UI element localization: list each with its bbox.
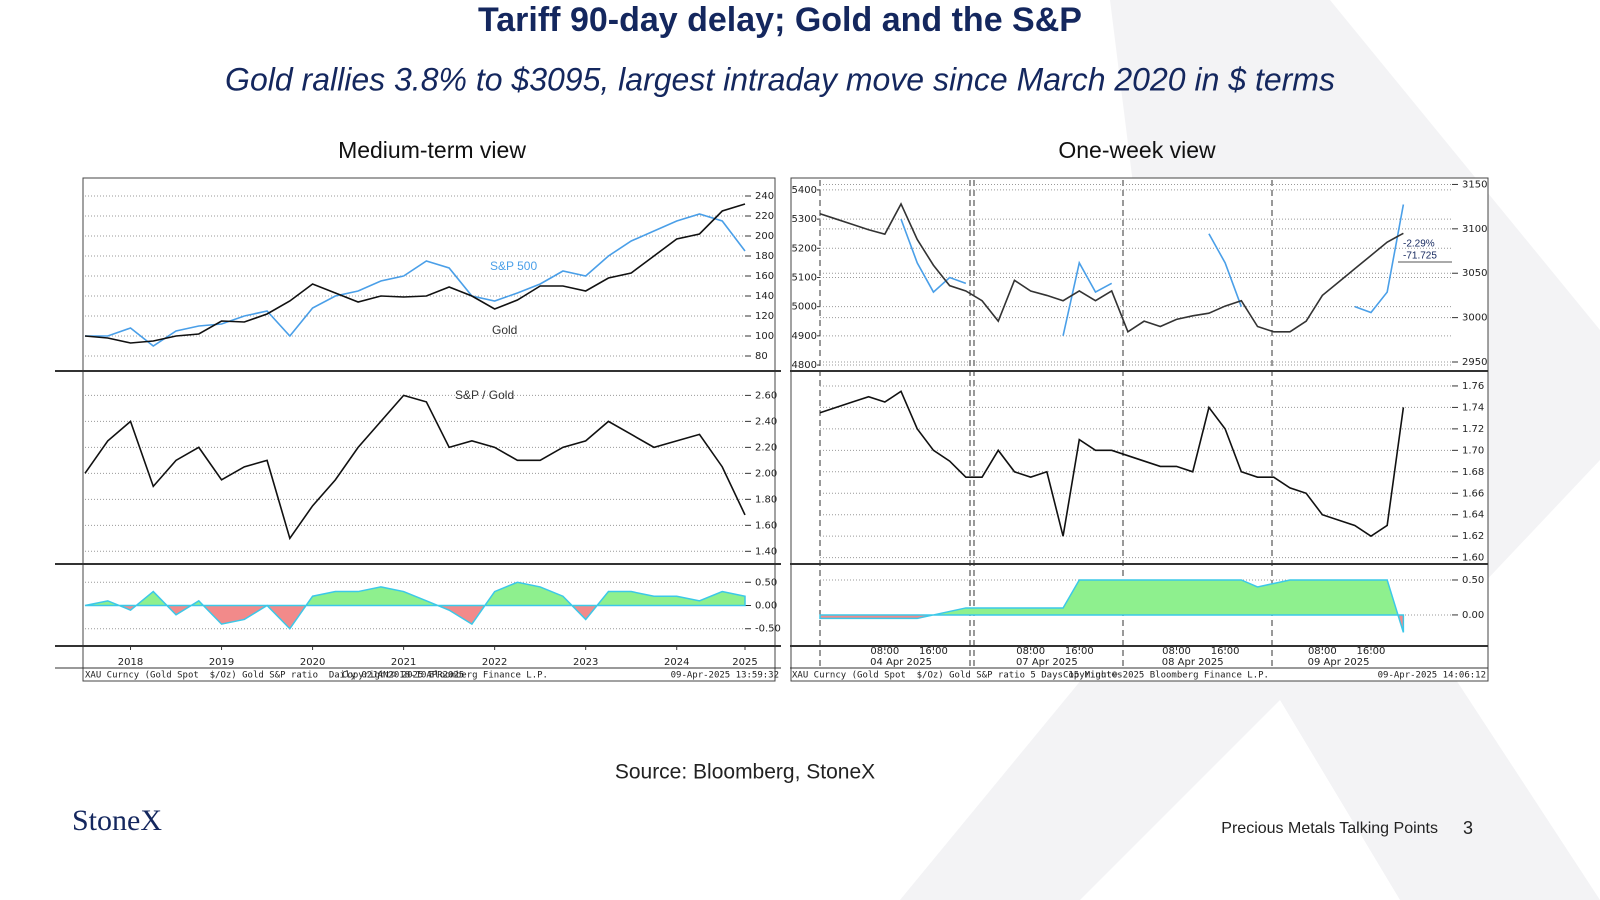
annotation: -71.725 — [1403, 251, 1437, 262]
line — [84, 394, 746, 541]
footnote: 09-Apr-2025 14:06:12 — [1378, 671, 1486, 681]
y-tick-label: 1.60 — [755, 520, 777, 531]
footnote: Copyright© 2025 Bloomberg Finance L.P. — [1063, 671, 1269, 681]
x-tick-label: 2019 — [209, 657, 234, 668]
line — [85, 213, 746, 347]
x-tick-label: 16:00 — [919, 646, 948, 657]
panel-title: Medium-term view — [338, 137, 526, 163]
panel-title: One-week view — [1058, 137, 1216, 163]
x-tick-label: 16:00 — [1065, 646, 1094, 657]
y-tick-label: 2.20 — [755, 442, 777, 453]
x-tick-label: 08:00 — [1016, 646, 1045, 657]
source: Source: Bloomberg, StoneX — [615, 761, 875, 784]
y-tick-label: 1.66 — [1462, 488, 1484, 499]
y-tick-label: -0.50 — [755, 624, 781, 635]
y-tick-label: 3000 — [1462, 313, 1487, 324]
y-tick-label: 2.60 — [755, 390, 777, 401]
y-tick-label: 200 — [755, 231, 774, 242]
subtitle: Gold rallies 3.8% to $3095, largest intr… — [225, 61, 1335, 97]
y-tick-label: 80 — [755, 351, 768, 362]
x-tick-label: 08:00 — [1162, 646, 1191, 657]
x-tick-label: 16:00 — [1357, 646, 1386, 657]
y-tick-label: 1.72 — [1462, 424, 1484, 435]
y-tick-label: 1.68 — [1462, 467, 1484, 478]
series-label: S&P 500 — [490, 259, 537, 273]
x-tick-label: 08:00 — [870, 646, 899, 657]
y-tick-label: 140 — [755, 291, 774, 302]
y-tick-label: 0.50 — [1462, 575, 1484, 586]
y-tick-label: 100 — [755, 331, 774, 342]
y-tick-label: 5400 — [792, 185, 817, 196]
footnote: XAU Curncy (Gold Spot $/Oz) Gold S&P rat… — [792, 671, 1123, 681]
y-tick-label: 1.62 — [1462, 531, 1484, 542]
y-tick-label: 120 — [755, 311, 774, 322]
y-tick-label: 0.00 — [1462, 610, 1484, 621]
x-tick-label: 16:00 — [1211, 646, 1240, 657]
y-tick-label: 5200 — [792, 243, 817, 254]
y-tick-label: 5000 — [792, 302, 817, 313]
y-tick-label: 240 — [755, 191, 774, 202]
line — [900, 204, 1405, 337]
y-tick-label: 1.76 — [1462, 381, 1484, 392]
y-tick-label: 2.40 — [755, 416, 777, 427]
x-day-label: 04 Apr 2025 — [870, 657, 932, 668]
y-tick-label: 3050 — [1462, 268, 1487, 279]
footnote: 09-Apr-2025 13:59:32 — [671, 671, 779, 681]
x-tick-label: 2018 — [118, 657, 143, 668]
y-tick-label: 1.64 — [1462, 510, 1484, 521]
series-label: S&P / Gold — [455, 388, 514, 402]
logo: StoneX — [72, 804, 162, 837]
y-tick-label: 1.40 — [755, 546, 777, 557]
series-label: Gold — [492, 323, 517, 337]
y-tick-label: 2950 — [1462, 357, 1487, 368]
x-day-label: 07 Apr 2025 — [1016, 657, 1078, 668]
y-tick-label: 4800 — [792, 360, 817, 371]
x-tick-label: 08:00 — [1308, 646, 1337, 657]
y-tick-label: 3150 — [1462, 179, 1487, 190]
y-tick-label: 180 — [755, 251, 774, 262]
footnote: Copyright© 2025 Bloomberg Finance L.P. — [342, 671, 548, 681]
title: Tariff 90-day delay; Gold and the S&P — [478, 1, 1082, 39]
y-tick-label: 220 — [755, 211, 774, 222]
y-tick-label: 1.80 — [755, 494, 777, 505]
x-tick-label: 2020 — [300, 657, 325, 668]
area — [819, 579, 1405, 633]
line — [819, 390, 1405, 538]
y-tick-label: 3100 — [1462, 224, 1487, 235]
y-tick-label: 0.50 — [755, 577, 777, 588]
x-tick-label: 2023 — [573, 657, 598, 668]
area — [84, 581, 746, 630]
day-separators — [819, 180, 1273, 668]
x-tick-label: 2021 — [391, 657, 416, 668]
y-tick-label: 1.60 — [1462, 553, 1484, 564]
y-tick-label: 5300 — [792, 214, 817, 225]
y-tick-label: 0.00 — [755, 601, 777, 612]
footnote: XAU Curncy (Gold Spot $/Oz) Gold S&P rat… — [85, 671, 464, 681]
y-tick-label: 1.74 — [1462, 402, 1484, 413]
y-tick-label: 160 — [755, 271, 774, 282]
y-tick-label: 1.70 — [1462, 445, 1484, 456]
x-day-label: 08 Apr 2025 — [1162, 657, 1224, 668]
y-tick-label: 5100 — [792, 272, 817, 283]
line — [819, 202, 1404, 334]
y-tick-label: 2.00 — [755, 468, 777, 479]
x-day-label: 09 Apr 2025 — [1308, 657, 1370, 668]
annotation: -2.29% — [1403, 239, 1435, 250]
x-tick-label: 2025 — [732, 657, 757, 668]
line — [84, 203, 746, 344]
page-number: 3 — [1463, 818, 1473, 838]
y-tick-label: 4900 — [792, 331, 817, 342]
x-tick-label: 2022 — [482, 657, 507, 668]
footer: Precious Metals Talking Points — [1221, 820, 1438, 837]
x-tick-label: 2024 — [664, 657, 689, 668]
